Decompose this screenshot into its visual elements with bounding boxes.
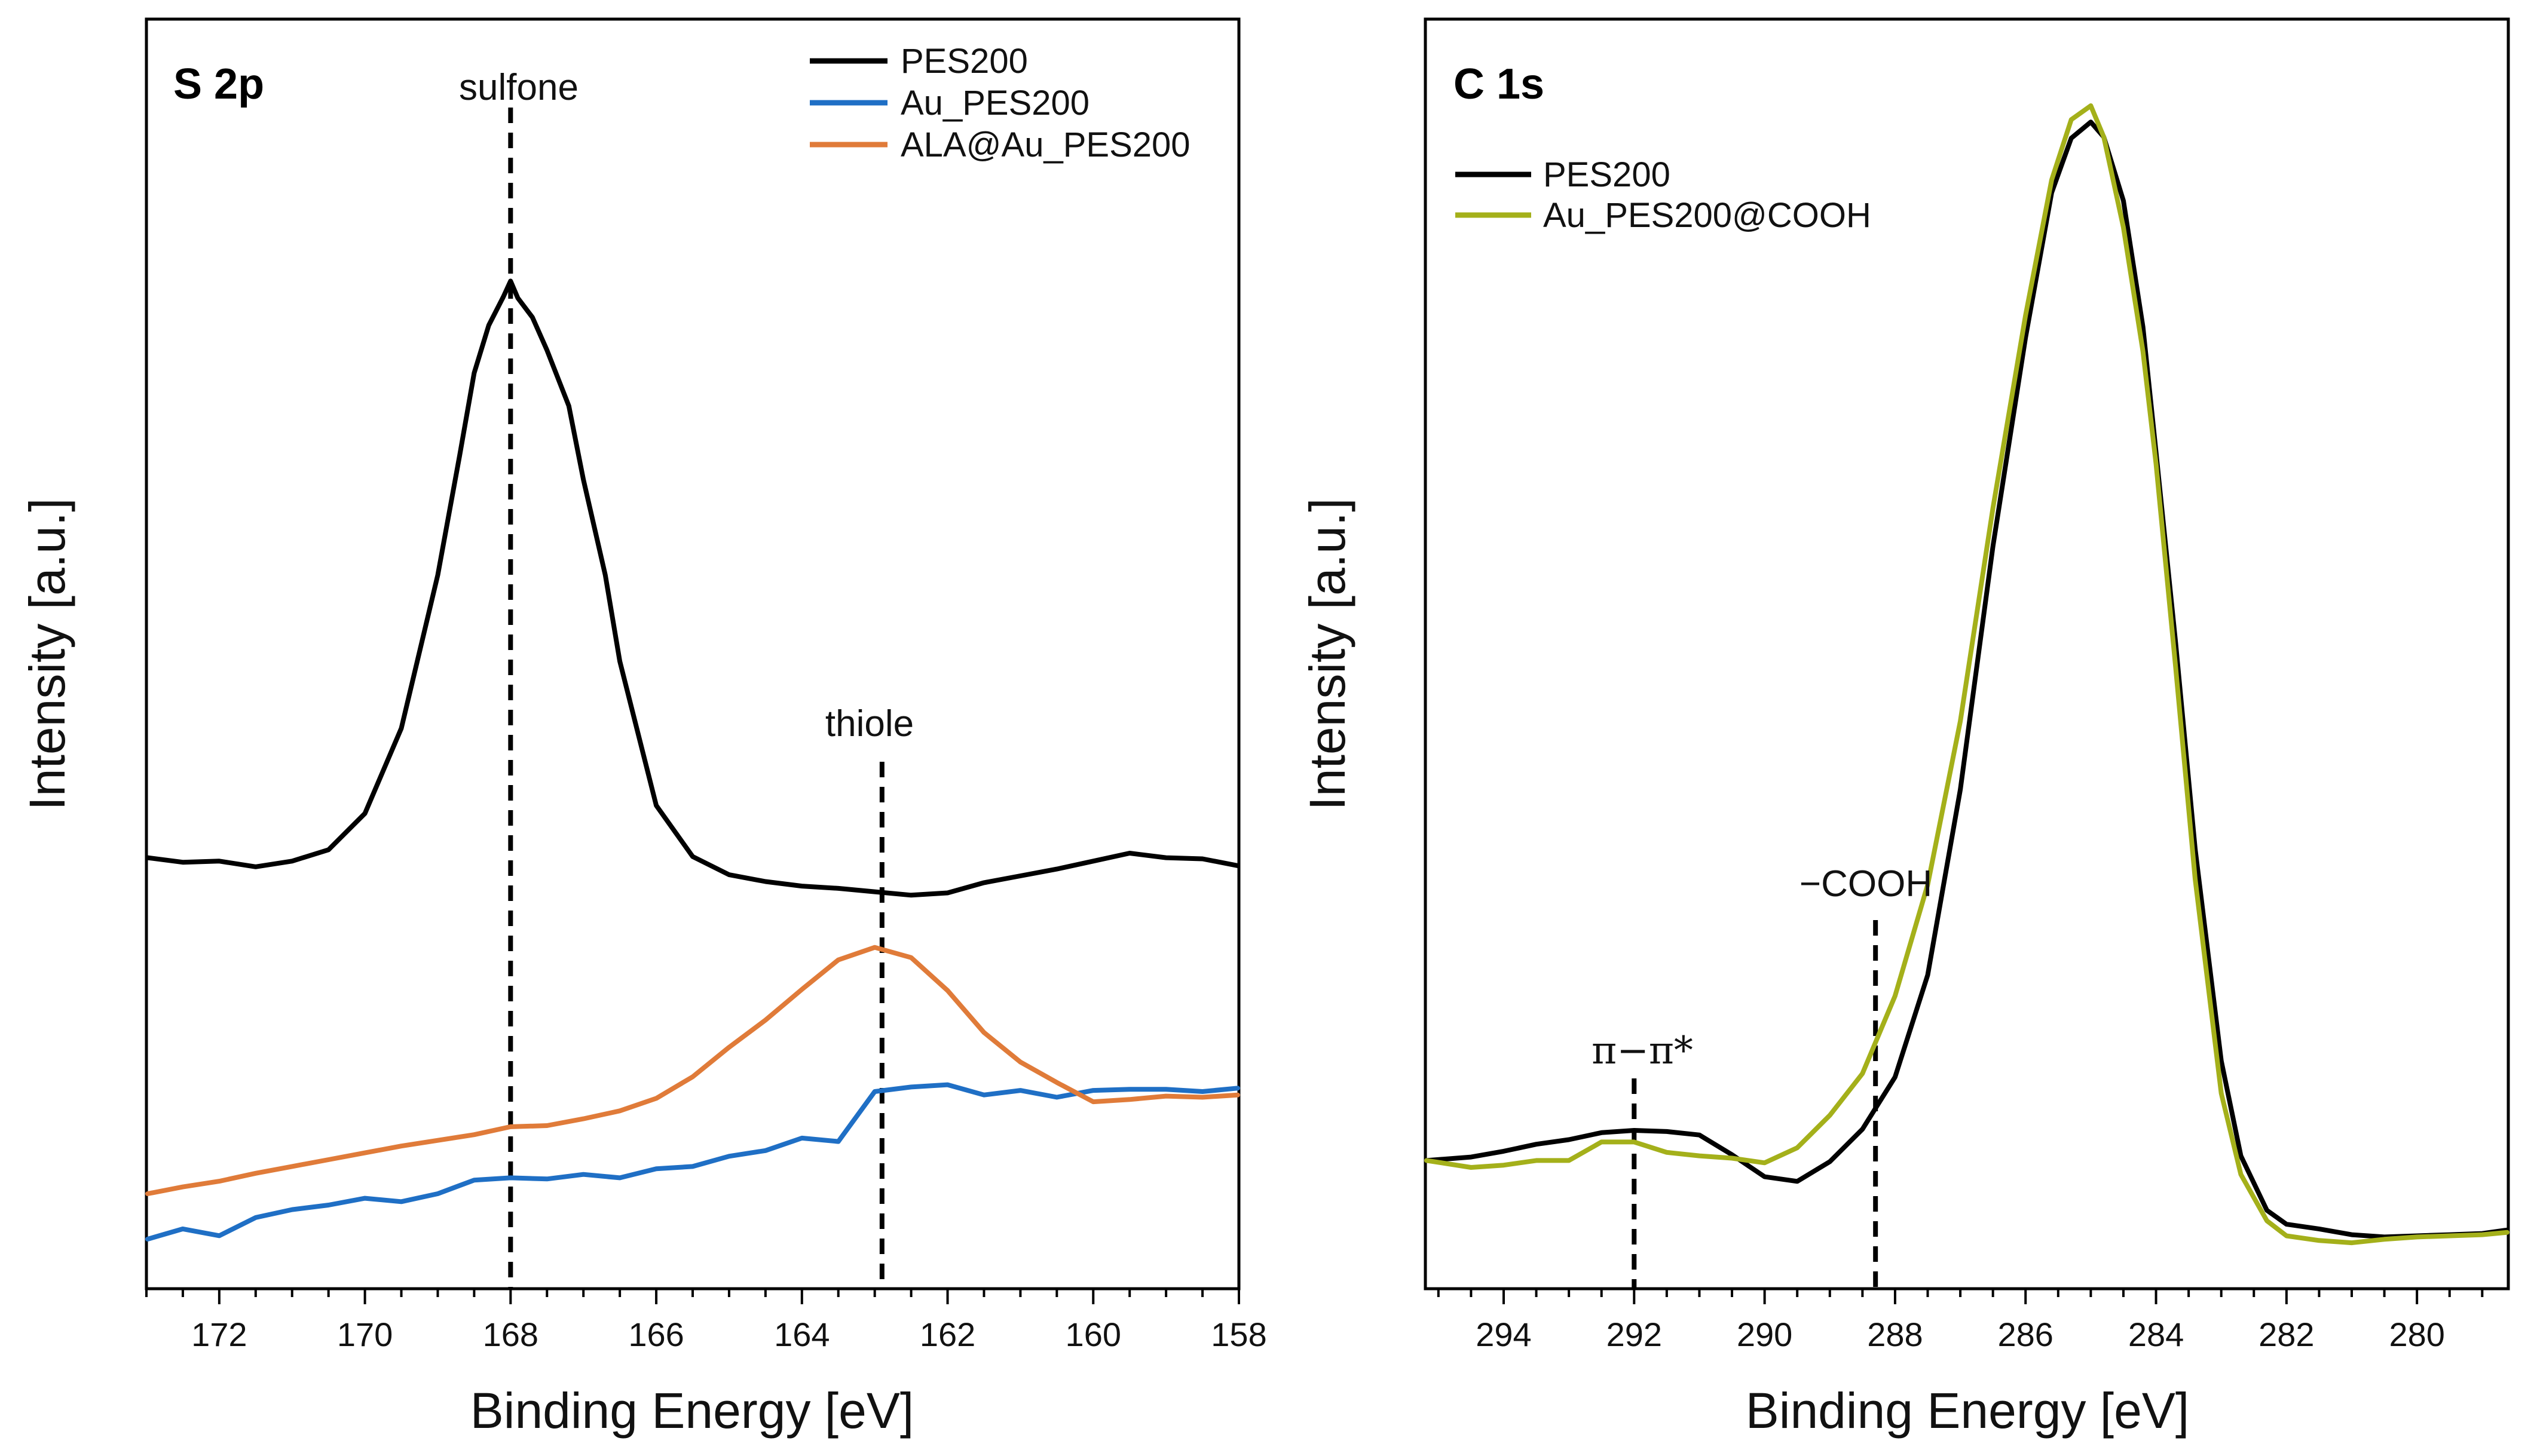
legend-label-pes200: PES200	[901, 42, 1028, 81]
x-axis-title: Binding Energy [eV]	[1746, 1383, 2189, 1439]
chart-panel-c1s: 294 292 290 288 286 284 282 280 C 1s π−π* −COOH…	[1299, 17, 2510, 1439]
series-line-au-pes200-cooh	[1424, 103, 2509, 1246]
x-tick-label: 284	[2128, 1316, 2184, 1353]
legend-label-au-pes200-cooh: Au_PES200@COOH	[1543, 196, 1871, 235]
series-group	[1424, 103, 2509, 1246]
annotation-pi-pi-star: π−π*	[1592, 1029, 1693, 1073]
legend: PES200 Au_PES200@COOH	[1455, 155, 1871, 235]
panel-title: S 2p	[173, 60, 264, 108]
x-tick-label: 164	[774, 1316, 830, 1353]
x-tick-label: 158	[1211, 1316, 1266, 1353]
chart-panel-s2p: 172 170 168 166 164 162 160 158 S 2p sulfone th…	[19, 17, 1267, 1439]
x-tick-label: 162	[920, 1316, 975, 1353]
plot-frame	[1424, 17, 2510, 1291]
series-line-au-pes200	[145, 1082, 1240, 1242]
x-tick-label: 288	[1867, 1316, 1923, 1353]
x-tick-label: 166	[628, 1316, 684, 1353]
series-line-ala-au-pes200	[145, 945, 1240, 1196]
series-group	[145, 278, 1240, 1242]
legend: PES200 Au_PES200 ALA@Au_PES200	[810, 42, 1191, 164]
x-tick-label: 292	[1606, 1316, 1662, 1353]
legend-label-au-pes200: Au_PES200	[901, 84, 1090, 122]
annotations	[508, 108, 885, 1289]
y-axis-title: Intensity [a.u.]	[1299, 498, 1355, 811]
annotation-thiole: thiole	[825, 703, 914, 744]
x-ticks: 172 170 168 166 164 162 160 158	[145, 1289, 1267, 1353]
legend-label-pes200: PES200	[1543, 155, 1670, 194]
x-tick-label: 290	[1737, 1316, 1792, 1353]
x-tick-label: 170	[337, 1316, 393, 1353]
x-tick-label: 160	[1066, 1316, 1121, 1353]
x-axis-title: Binding Energy [eV]	[470, 1383, 914, 1439]
series-line-pes200	[145, 278, 1240, 898]
x-tick-label: 172	[191, 1316, 247, 1353]
x-tick-label: 286	[1998, 1316, 2053, 1353]
legend-label-ala-au-pes200: ALA@Au_PES200	[901, 125, 1191, 164]
x-tick-label: 280	[2389, 1316, 2444, 1353]
x-ticks: 294 292 290 288 286 284 282 280	[1437, 1289, 2484, 1353]
panel-title: C 1s	[1453, 60, 1544, 108]
x-tick-label: 168	[483, 1316, 538, 1353]
annotation-cooh: −COOH	[1799, 863, 1932, 905]
annotation-sulfone: sulfone	[459, 67, 579, 108]
series-line-pes200	[1424, 119, 2509, 1240]
x-tick-label: 294	[1476, 1316, 1531, 1353]
x-tick-label: 282	[2258, 1316, 2314, 1353]
y-axis-title: Intensity [a.u.]	[19, 498, 75, 811]
